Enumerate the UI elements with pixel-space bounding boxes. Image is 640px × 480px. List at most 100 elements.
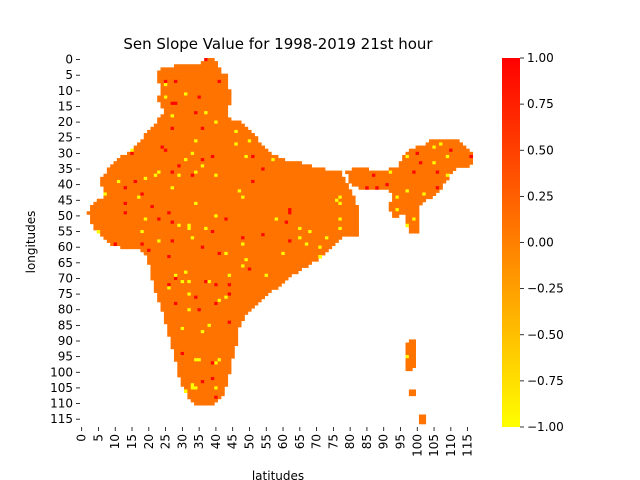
heatmap-cell [244,223,249,228]
heatmap-cell [220,126,225,131]
heatmap-cell [217,173,222,178]
heatmap-cell [160,286,165,290]
heatmap-cell [157,148,161,153]
heatmap-cell [207,61,212,65]
heatmap-cell [254,251,259,256]
heatmap-cell [210,261,215,265]
heatmap-cell [331,233,336,237]
heatmap-cell [157,79,161,84]
heatmap-cell [271,233,276,237]
heatmap-cell [237,261,242,265]
heatmap-cell [308,226,312,231]
heatmap-cell [123,179,128,184]
heatmap-cell [214,86,218,90]
heatmap-cell [318,170,323,175]
heatmap-cell [251,217,255,222]
heatmap-cell [331,183,336,187]
heatmap-cell [184,314,188,318]
heatmap-cell [452,164,457,168]
heatmap-cell [244,179,249,184]
heatmap-cell [167,73,172,78]
heatmap-cell [217,79,222,84]
heatmap-cell [126,154,131,159]
heatmap-cell [432,158,437,162]
heatmap-cell [177,114,182,118]
heatmap-cell [147,236,151,240]
heatmap-cell [187,192,192,196]
heatmap-cell [173,117,178,121]
heatmap-cell [291,189,296,193]
heatmap-cell [200,198,205,203]
heatmap-cell [328,239,333,243]
heatmap-cell [227,189,232,193]
heatmap-cell [304,170,309,175]
heatmap-cell [244,280,249,284]
heatmap-cell [157,164,161,168]
heatmap-cell [244,305,249,309]
heatmap-cell [314,195,319,200]
heatmap-cell [167,264,172,268]
heatmap-cell [274,248,279,253]
heatmap-cell [388,204,393,209]
heatmap-cell [180,161,185,165]
heatmap-cell [408,151,413,156]
heatmap-cell [113,183,118,187]
heatmap-cell [184,154,188,159]
heatmap-cell [288,229,292,234]
heatmap-cell [314,251,319,256]
heatmap-cell [177,361,182,365]
heatmap-cell [204,76,208,81]
heatmap-cell [338,226,343,231]
heatmap-cell [130,179,135,184]
heatmap-cell [288,223,292,228]
heatmap-cell [187,295,192,300]
heatmap-cell [318,192,323,196]
heatmap-cell [190,389,195,393]
heatmap-cell [264,179,269,184]
heatmap-cell [251,280,255,284]
heatmap-cell [167,248,172,253]
heatmap-cell [100,229,104,234]
heatmap-cell [371,183,376,187]
heatmap-cell [284,161,289,165]
heatmap-cell [224,201,229,206]
heatmap-cell [210,401,215,406]
heatmap-cell [274,173,279,178]
heatmap-cell [187,267,192,272]
heatmap-cell [137,214,141,218]
heatmap-cell [227,236,232,240]
heatmap-cell [271,164,276,168]
heatmap-cell [190,283,195,287]
heatmap-cell [200,326,205,331]
heatmap-cell [251,176,255,181]
heatmap-cell [224,330,229,334]
heatmap-cell [210,270,215,275]
heatmap-cell [425,151,430,156]
heatmap-cell [214,295,218,300]
heatmap-cell [217,83,222,87]
heatmap-cell [130,242,135,247]
heatmap-cell [157,248,161,253]
heatmap-cell [335,176,339,181]
heatmap-cell [140,142,145,146]
heatmap-cell [116,223,121,228]
heatmap-cell [435,148,440,153]
heatmap-cell [311,204,316,209]
heatmap-cell [405,345,410,350]
heatmap-cell [194,151,198,156]
heatmap-cell [160,186,165,190]
heatmap-cell [220,214,225,218]
heatmap-cell [422,189,427,193]
heatmap-cell [261,233,265,237]
heatmap-cell [338,176,343,181]
heatmap-cell [167,186,172,190]
heatmap-cell [163,192,168,196]
heatmap-cell [167,198,172,203]
heatmap-cell [459,158,463,162]
heatmap-cell [210,286,215,290]
heatmap-cell [103,226,108,231]
heatmap-cell [160,289,165,293]
heatmap-cell [247,308,252,312]
heatmap-cell [281,229,286,234]
heatmap-cell [257,280,262,284]
